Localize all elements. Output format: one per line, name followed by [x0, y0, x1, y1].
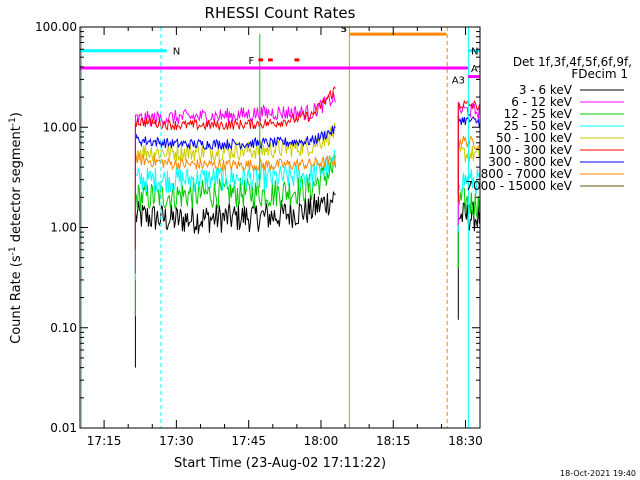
x-tick-label: 17:30: [159, 434, 194, 448]
legend-label-1: 3 - 6 keV: [519, 83, 573, 97]
legend-label-6: 100 - 300 keV: [488, 143, 572, 157]
y-label-sup-2: -1: [8, 117, 18, 126]
legend-label-8: 800 - 7000 keV: [481, 167, 573, 181]
x-axis-label: Start Time (23-Aug-02 17:11:22): [174, 456, 386, 471]
flag-label-A3-5: A3: [452, 76, 465, 87]
y-label-sup-1: -1: [8, 246, 18, 255]
series-line-b-3to6keV: [457, 201, 480, 320]
legend: Det 1f,3f,4f,5f,6f,9f, FDecim 1 3 - 6 ke…: [465, 55, 632, 193]
y-tick-label: 100.00: [35, 20, 77, 34]
series-line-b-100to300keV: [457, 99, 480, 202]
y-tick-label: 1.00: [50, 221, 77, 235]
flag-label-S-3: S: [341, 24, 347, 35]
legend-title-line-2: FDecim 1: [571, 67, 628, 81]
series-line-b-300to800keV: [457, 115, 480, 196]
flag-label-N-2: N: [471, 47, 478, 58]
series-line-25to50keV: [134, 148, 336, 280]
legend-label-3: 12 - 25 keV: [504, 107, 573, 121]
y-tick-label: 0.01: [50, 421, 77, 435]
flag-label-N-1: N: [173, 47, 180, 58]
y-label-part-2: detector segment: [9, 126, 24, 246]
x-tick-label: 18:00: [304, 434, 339, 448]
series-line-b-25to50keV: [457, 169, 480, 233]
y-axis-label: Count Rate (s-1 detector segment-1): [8, 112, 24, 344]
legend-label-9: 7000 - 15000 keV: [465, 179, 572, 193]
x-tick-label: 17:45: [231, 434, 266, 448]
y-label-part-1: Count Rate (s: [9, 255, 24, 344]
legend-label-5: 50 - 100 keV: [496, 131, 573, 145]
x-tick-label: 18:15: [376, 434, 411, 448]
series-line-100to300keV: [134, 86, 336, 250]
series-line-b-50to100keV: [457, 143, 480, 210]
flag-label-F: F: [249, 56, 255, 67]
y-tick-label: 0.10: [50, 321, 77, 335]
footer-date: 18-Oct-2021 19:40: [560, 469, 636, 478]
series-line-3to6keV: [134, 190, 336, 368]
legend-title-line-1: Det 1f,3f,4f,5f,6f,9f,: [513, 55, 632, 69]
chart-title: RHESSI Count Rates: [205, 4, 356, 22]
legend-label-4: 25 - 50 keV: [504, 119, 573, 133]
y-tick-label: 10.00: [43, 120, 77, 134]
y-label-part-3: ): [9, 112, 24, 117]
legend-label-7: 300 - 800 keV: [488, 155, 572, 169]
flag-label-A1-4: A1: [471, 64, 484, 75]
legend-label-2: 6 - 12 keV: [511, 95, 573, 109]
series-line-300to800keV: [134, 125, 336, 243]
x-tick-label: 18:30: [448, 434, 483, 448]
series-line-b-800to7000keV: [457, 135, 480, 202]
x-tick-label: 17:15: [87, 434, 122, 448]
series-line-50to100keV: [134, 122, 336, 258]
series-line-800to7000keV: [134, 153, 336, 250]
series-line-b-6to12keV: [457, 101, 480, 226]
